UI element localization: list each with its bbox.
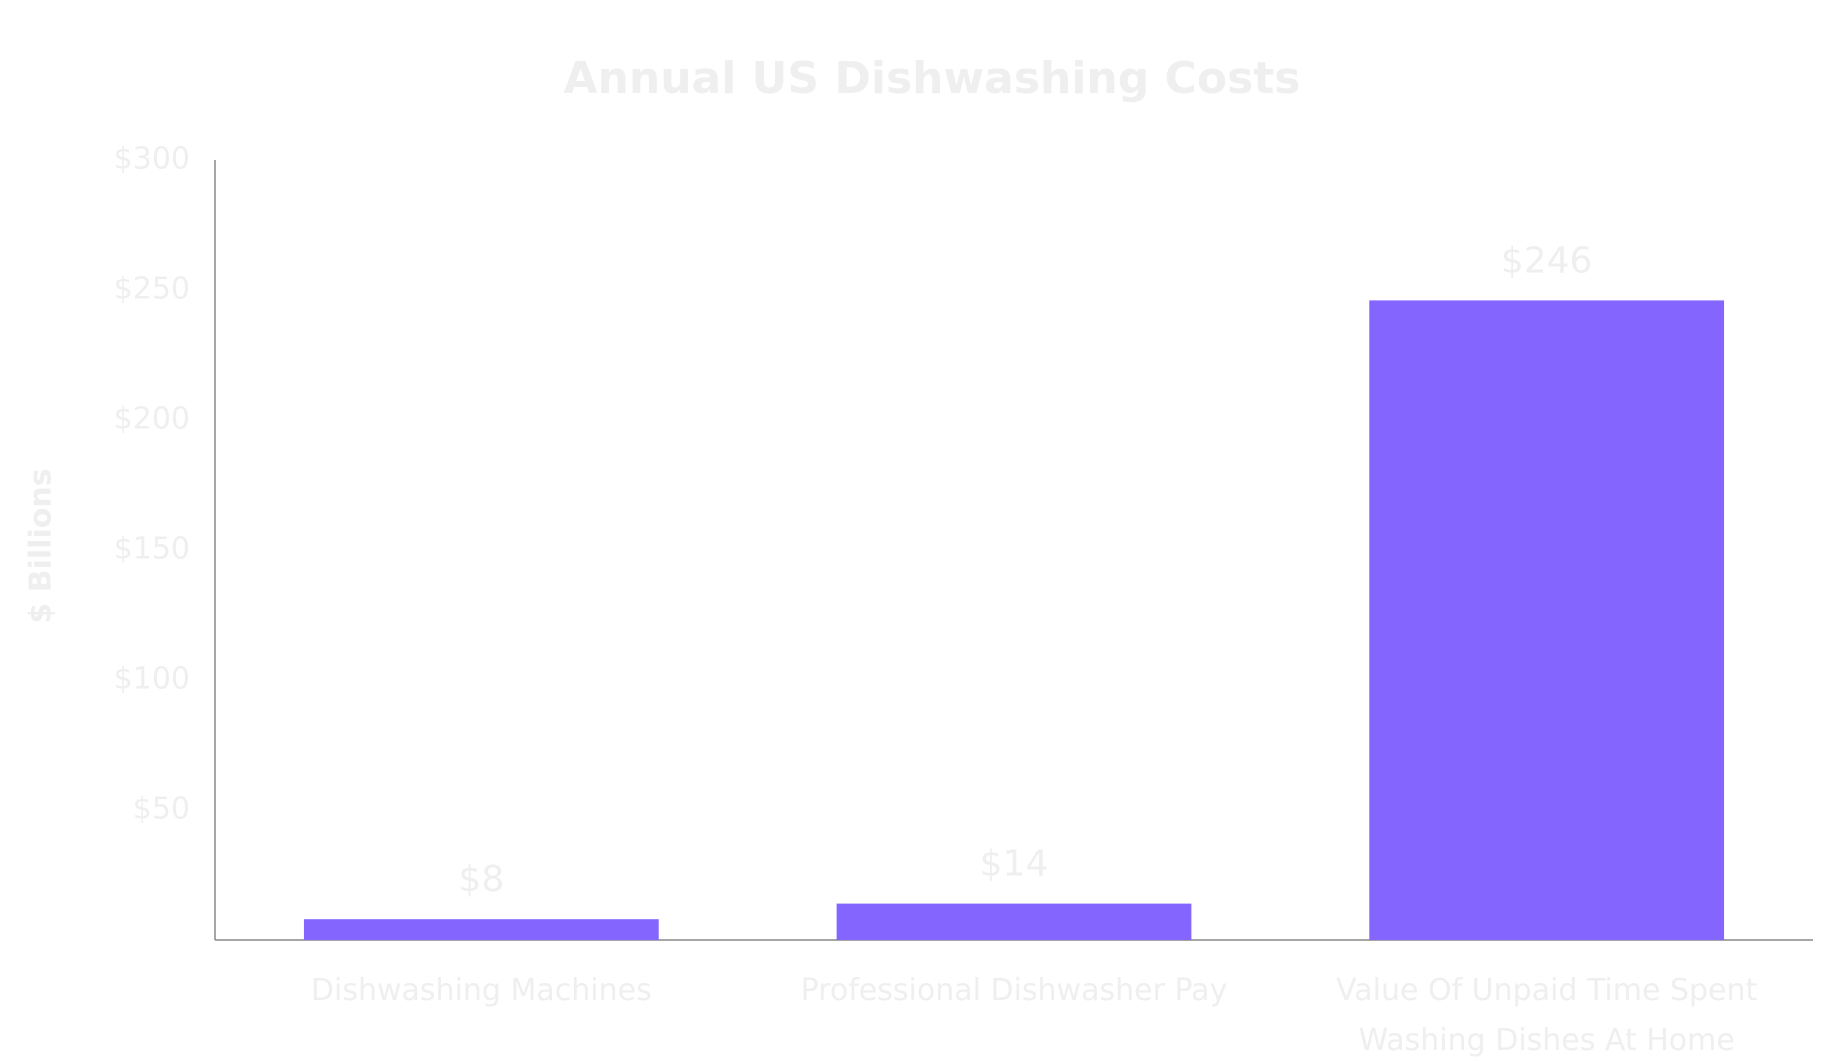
x-tick-label: Dishwashing Machines (310, 973, 652, 1008)
bar (303, 919, 659, 940)
y-tick-label: $250 (114, 272, 190, 307)
value-label: $246 (1501, 240, 1593, 281)
bar (1369, 300, 1725, 940)
y-tick-label: $200 (114, 402, 190, 437)
y-tick-label: $300 (114, 142, 190, 177)
y-tick-label: $50 (133, 792, 190, 827)
y-axis-label: $ Billions (24, 468, 59, 623)
chart-title: Annual US Dishwashing Costs (564, 53, 1301, 104)
y-tick-label: $100 (114, 662, 190, 697)
x-tick-label: Professional Dishwasher Pay (800, 973, 1228, 1008)
x-tick-label: Value Of Unpaid Time Spent Washing Dishe… (1336, 973, 1758, 1058)
bar (836, 903, 1192, 940)
value-label: $14 (980, 844, 1049, 885)
y-tick-label: $150 (114, 532, 190, 567)
value-label: $8 (458, 859, 504, 900)
